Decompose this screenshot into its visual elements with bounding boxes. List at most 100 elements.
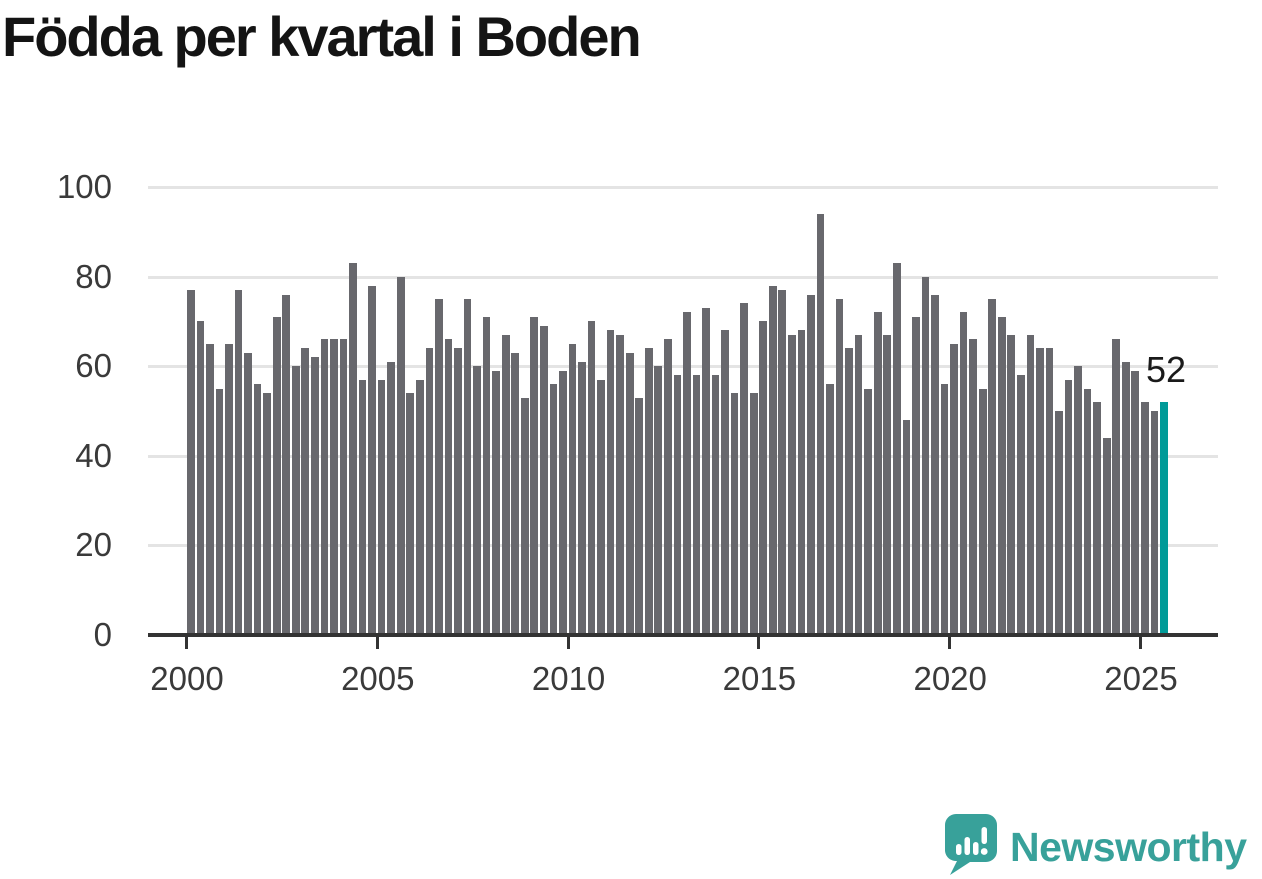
bar-2010Q1 bbox=[568, 343, 577, 635]
bar-2019Q2 bbox=[921, 276, 930, 635]
x-axis-label-2005: 2005 bbox=[341, 660, 415, 697]
bar-2021Q1 bbox=[988, 299, 997, 635]
y-axis-label-100: 100 bbox=[56, 168, 112, 205]
bar-2005Q3 bbox=[396, 276, 405, 635]
bar-2014Q1 bbox=[721, 330, 729, 635]
bar-2001Q2 bbox=[234, 290, 243, 635]
bar-2020Q3 bbox=[969, 339, 977, 635]
bar-2021Q4 bbox=[1016, 375, 1025, 635]
bar-2019Q1 bbox=[912, 316, 920, 635]
bar-2025Q1 bbox=[1141, 402, 1149, 635]
bar-2013Q1 bbox=[683, 312, 691, 635]
bar-2017Q1 bbox=[835, 299, 844, 635]
bar-2004Q3 bbox=[358, 379, 367, 635]
bar-2015Q2 bbox=[768, 285, 777, 635]
bar-2017Q2 bbox=[845, 348, 853, 635]
bar-2006Q1 bbox=[415, 379, 424, 635]
bar-2000Q1 bbox=[187, 290, 195, 635]
bar-2020Q2 bbox=[959, 312, 968, 635]
bar-2021Q2 bbox=[997, 316, 1006, 635]
bar-2018Q4 bbox=[902, 419, 911, 635]
bar-2023Q4 bbox=[1093, 402, 1101, 635]
last-value-label: 52 bbox=[1145, 349, 1187, 390]
y-axis-label-40: 40 bbox=[75, 436, 112, 474]
bar-2000Q4 bbox=[215, 388, 224, 635]
bar-2001Q3 bbox=[244, 352, 252, 635]
bar-2006Q4 bbox=[444, 339, 453, 635]
x-axis-label-2025: 2025 bbox=[1104, 660, 1178, 697]
bar-2011Q2 bbox=[616, 334, 624, 635]
bar-2024Q4 bbox=[1131, 370, 1140, 635]
brand-logo: Newsworthy bbox=[944, 813, 1247, 879]
chart-title: Födda per kvartal i Boden bbox=[2, 5, 642, 68]
bar-2018Q3 bbox=[892, 263, 901, 635]
bar-2022Q1 bbox=[1026, 334, 1035, 635]
bar-2013Q4 bbox=[711, 375, 720, 635]
x-axis-tick-2000 bbox=[185, 637, 188, 649]
bar-2024Q3 bbox=[1121, 361, 1130, 635]
x-axis-tick-2025 bbox=[1139, 637, 1142, 649]
bar-2022Q4 bbox=[1055, 411, 1063, 635]
bar-2000Q2 bbox=[196, 321, 205, 635]
bar-2009Q1 bbox=[530, 316, 539, 635]
bar-2018Q1 bbox=[873, 312, 882, 635]
bar-2001Q1 bbox=[225, 343, 233, 635]
bar-2012Q4 bbox=[673, 375, 682, 635]
bar-2005Q4 bbox=[406, 393, 415, 635]
bar-2006Q2 bbox=[425, 348, 434, 635]
newsworthy-bars-icon bbox=[944, 813, 998, 879]
gridline-y60 bbox=[148, 365, 1218, 369]
bar-2018Q2 bbox=[883, 334, 892, 635]
bar-2005Q1 bbox=[377, 379, 386, 635]
gridline-y40 bbox=[148, 454, 1218, 458]
bar-2003Q1 bbox=[301, 348, 310, 635]
bar-2016Q4 bbox=[826, 384, 834, 635]
bar-2012Q1 bbox=[644, 348, 653, 635]
bar-2009Q2 bbox=[539, 325, 548, 635]
bar-2025Q3 bbox=[1160, 402, 1168, 635]
bar-2023Q3 bbox=[1083, 388, 1092, 635]
bar-2001Q4 bbox=[253, 384, 262, 635]
x-axis-label-2010: 2010 bbox=[531, 660, 606, 697]
bar-2013Q2 bbox=[692, 375, 701, 635]
bar-2010Q4 bbox=[597, 379, 605, 635]
bar-2015Q3 bbox=[778, 290, 787, 635]
bar-2009Q3 bbox=[549, 384, 558, 635]
bar-2008Q2 bbox=[501, 334, 510, 635]
bar-2016Q3 bbox=[816, 213, 825, 635]
bar-2007Q1 bbox=[454, 348, 462, 635]
bar-2011Q4 bbox=[635, 397, 644, 635]
bar-2015Q1 bbox=[759, 321, 768, 635]
bar-2009Q4 bbox=[559, 370, 567, 635]
bar-2023Q1 bbox=[1064, 379, 1073, 635]
bar-2015Q4 bbox=[788, 334, 796, 635]
bar-2022Q2 bbox=[1036, 348, 1044, 635]
bar-2007Q4 bbox=[482, 316, 491, 635]
gridline-y80 bbox=[148, 275, 1218, 279]
bar-2011Q3 bbox=[625, 352, 634, 635]
bar-2003Q3 bbox=[320, 339, 329, 635]
bar-2016Q2 bbox=[807, 294, 815, 635]
bar-2007Q2 bbox=[463, 299, 472, 635]
bar-2021Q3 bbox=[1007, 334, 1016, 635]
bar-2010Q2 bbox=[578, 361, 586, 635]
gridline-y100 bbox=[148, 186, 1218, 189]
bar-2003Q2 bbox=[311, 357, 319, 635]
bar-2007Q3 bbox=[473, 366, 481, 635]
x-axis-tick-2010 bbox=[566, 637, 570, 649]
bar-2010Q3 bbox=[587, 321, 596, 635]
bar-2011Q1 bbox=[606, 330, 615, 635]
x-axis-line bbox=[148, 633, 1218, 637]
bar-2008Q3 bbox=[511, 352, 520, 635]
bar-2024Q2 bbox=[1112, 339, 1121, 635]
bar-2013Q3 bbox=[702, 307, 710, 635]
y-axis-label-80: 80 bbox=[75, 257, 112, 295]
bar-2014Q2 bbox=[730, 393, 739, 635]
x-axis-label-2000: 2000 bbox=[150, 660, 224, 697]
x-axis-tick-2005 bbox=[375, 637, 379, 649]
bar-2016Q1 bbox=[797, 330, 806, 635]
bar-2019Q4 bbox=[940, 384, 949, 635]
bar-2008Q1 bbox=[492, 370, 500, 635]
